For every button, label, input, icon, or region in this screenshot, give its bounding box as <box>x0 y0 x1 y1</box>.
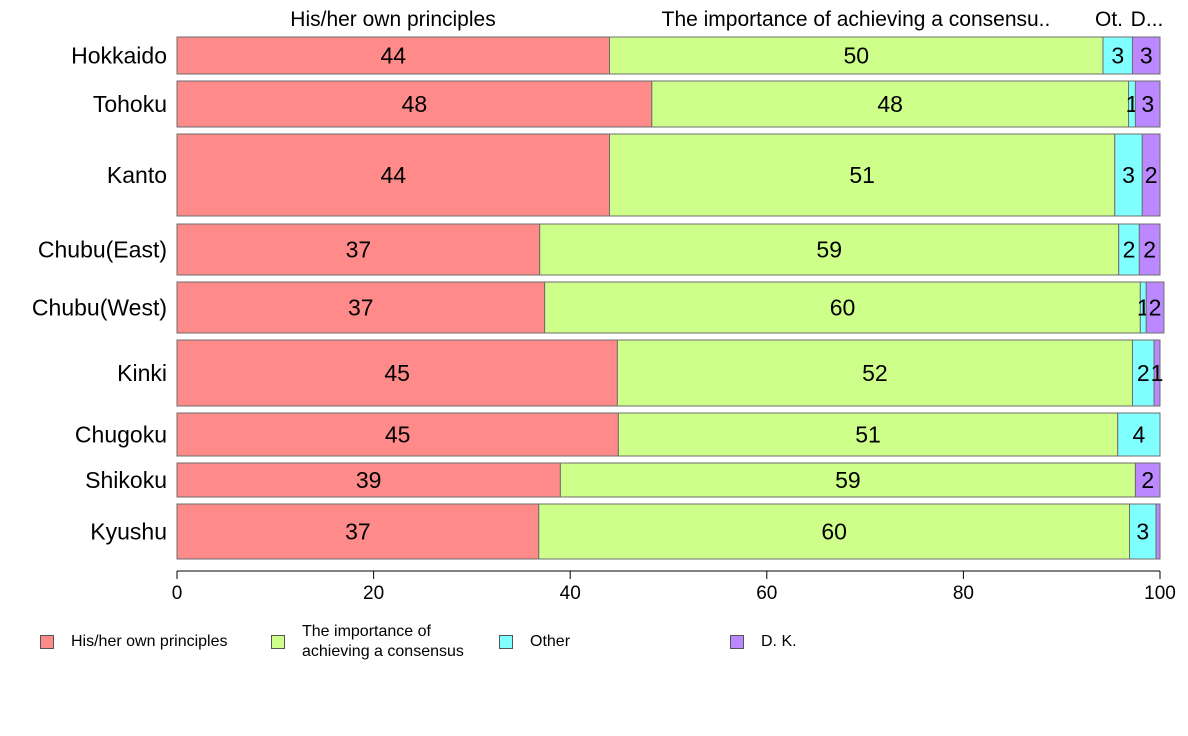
top-label-0: His/her own principles <box>290 8 495 31</box>
bar-7-3 <box>1134 462 1161 498</box>
data-label-6-0: 45 <box>385 422 411 448</box>
x-tick-label-5: 100 <box>1144 583 1176 604</box>
bar-4-0 <box>176 281 546 334</box>
data-label-4-3: 2 <box>1149 295 1162 321</box>
bar-5-0 <box>176 339 618 407</box>
legend-label-principles: His/her own principles <box>71 633 228 650</box>
bar-8-2 <box>1129 503 1157 560</box>
bar-3-0 <box>176 223 541 276</box>
data-label-1-0: 48 <box>402 91 428 117</box>
data-label-4-1: 60 <box>830 295 856 321</box>
legend-swatch-other <box>499 635 513 649</box>
legend-item-consensus: The importance of achieving a consensus <box>271 622 464 662</box>
data-label-2-2: 3 <box>1122 162 1135 188</box>
x-tick-label-0: 0 <box>172 583 183 604</box>
legend-label-consensus: The importance of achieving a consensus <box>302 623 464 660</box>
data-label-6-1: 51 <box>855 422 881 448</box>
data-label-2-0: 44 <box>380 162 406 188</box>
legend-label-other: Other <box>530 633 571 650</box>
top-label-1: The importance of achieving a consensu.. <box>662 8 1051 31</box>
bar-5-1 <box>616 339 1133 407</box>
bar-7-0 <box>176 462 561 498</box>
bar-8-3 <box>1155 503 1161 560</box>
data-label-0-0: 44 <box>380 43 406 69</box>
bar-4-1 <box>544 281 1141 334</box>
legend-label-dk: D. K. <box>761 633 797 650</box>
data-label-1-3: 3 <box>1141 91 1154 117</box>
legend-swatch-principles <box>40 635 54 649</box>
bar-0-1 <box>609 36 1104 75</box>
category-label-2: Kanto <box>107 162 167 188</box>
top-label-3: D... <box>1131 8 1164 31</box>
data-label-7-1: 59 <box>835 467 861 493</box>
data-label-8-1: 60 <box>821 519 847 545</box>
bar-2-3 <box>1141 133 1161 217</box>
bar-1-0 <box>176 80 653 128</box>
x-tick-label-1: 20 <box>363 583 384 604</box>
data-label-5-3: 1 <box>1151 360 1164 386</box>
top-label-2: Ot. <box>1095 8 1123 31</box>
legend-swatch-dk <box>730 635 744 649</box>
data-label-0-3: 3 <box>1140 43 1153 69</box>
data-label-2-3: 2 <box>1145 162 1158 188</box>
data-label-3-1: 59 <box>816 237 842 263</box>
bar-6-2 <box>1117 412 1161 457</box>
category-label-1: Tohoku <box>93 91 167 117</box>
bar-1-1 <box>651 80 1130 128</box>
bar-0-2 <box>1102 36 1133 75</box>
category-label-8: Kyushu <box>90 519 167 545</box>
x-tick-label-3: 60 <box>756 583 777 604</box>
bar-4-3 <box>1145 281 1165 334</box>
legend-item-other: Other <box>499 632 570 652</box>
category-label-5: Kinki <box>117 360 167 386</box>
bar-3-1 <box>539 223 1120 276</box>
data-label-8-0: 37 <box>345 519 371 545</box>
data-label-3-3: 2 <box>1143 237 1156 263</box>
data-label-0-2: 3 <box>1111 43 1124 69</box>
category-label-3: Chubu(East) <box>38 237 167 263</box>
data-label-2-1: 51 <box>849 162 875 188</box>
bar-0-3 <box>1131 36 1161 75</box>
legend-item-dk: D. K. <box>730 632 797 652</box>
bar-3-3 <box>1138 223 1161 276</box>
legend-item-principles: His/her own principles <box>40 632 228 652</box>
legend-swatch-consensus <box>271 635 285 649</box>
bar-2-1 <box>609 133 1116 217</box>
category-label-7: Shikoku <box>85 467 167 493</box>
data-label-4-0: 37 <box>348 295 374 321</box>
data-label-8-2: 3 <box>1136 519 1149 545</box>
stacked-bar-chart: His/her own principles The importance of … <box>32 8 1176 604</box>
x-tick-label-4: 80 <box>953 583 974 604</box>
data-label-3-2: 2 <box>1123 237 1136 263</box>
data-label-5-0: 45 <box>384 360 410 386</box>
data-label-1-1: 48 <box>877 91 903 117</box>
bar-6-0 <box>176 412 619 457</box>
category-label-4: Chubu(West) <box>32 295 167 321</box>
data-label-7-3: 2 <box>1141 467 1154 493</box>
data-label-5-2: 2 <box>1137 360 1150 386</box>
category-label-0: Hokkaido <box>71 43 167 69</box>
category-label-6: Chugoku <box>75 422 167 448</box>
data-label-7-0: 39 <box>356 467 382 493</box>
bar-0-0 <box>176 36 611 75</box>
legend: His/her own principles The importance of… <box>0 622 1188 672</box>
data-label-3-0: 37 <box>346 237 372 263</box>
bar-2-0 <box>176 133 611 217</box>
data-label-5-1: 52 <box>862 360 888 386</box>
data-label-6-2: 4 <box>1132 422 1145 448</box>
bar-5-3 <box>1153 339 1161 407</box>
bar-8-1 <box>538 503 1131 560</box>
x-tick-label-2: 40 <box>560 583 581 604</box>
data-label-0-1: 50 <box>843 43 869 69</box>
bar-1-3 <box>1134 80 1161 128</box>
bar-8-0 <box>176 503 540 560</box>
